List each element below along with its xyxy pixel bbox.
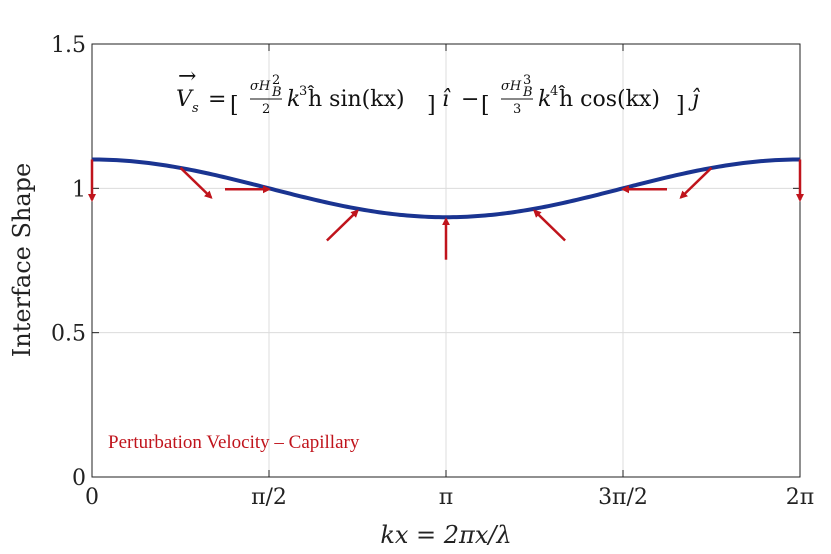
x-tick-label: π [439,485,453,510]
annotation-label: Perturbation Velocity – Capillary [108,432,360,453]
y-axis-title: Interface Shape [8,163,36,358]
x-tick-label: 3π/2 [598,485,648,510]
x-axis-title: kx = 2πx/λ [380,521,511,549]
eq-vector-arrow: → [178,64,196,89]
eq-term1-unit: î [442,87,451,112]
y-tick-label: 1.5 [51,33,86,58]
eq-term2-num: σH [501,79,522,94]
velocity-arrow [179,166,213,199]
velocity-vectors [88,159,804,260]
eq-lhs-sub: s [192,101,199,116]
eq-term1-num-sup: 2 [272,73,280,88]
eq-bracket-close-2: ] [676,93,685,118]
eq-term1-num-sub: B [271,85,282,100]
eq-lhs: V [176,87,194,112]
velocity-arrow [533,209,566,242]
eq-bracket-open-2: [ [481,93,490,118]
velocity-arrow [326,209,359,242]
tick-labels: 0 π/2 π 3π/2 2π 0 0.5 1 1.5 [51,33,814,510]
eq-term1-num: σH [250,79,271,94]
equation: V → s = [ σH 2 B 2 k 3 ĥ sin(kx) ] î − [… [176,64,700,118]
y-tick-label: 0 [72,466,86,491]
eq-term2-num-sup: 3 [523,73,531,88]
x-tick-label: 0 [85,485,99,510]
eq-term1-rest: ĥ sin(kx) [307,85,405,112]
eq-term1-k: k [287,87,300,112]
eq-term2-den: 3 [513,102,521,117]
eq-term1-den: 2 [262,102,270,117]
eq-term1-k-sup: 3 [299,84,307,99]
eq-bracket-open-1: [ [230,93,239,118]
y-tick-label: 1 [72,177,86,202]
eq-term2-unit: ĵ [688,87,700,112]
x-tick-label: π/2 [251,485,287,510]
eq-equals: = [208,87,226,112]
velocity-arrow [679,166,713,199]
eq-term2-k: k [538,87,551,112]
eq-term2-rest: ĥ cos(kx) [558,85,660,112]
eq-minus: − [461,87,479,112]
eq-term2-k-sup: 4 [550,84,558,99]
y-tick-label: 0.5 [51,322,86,347]
eq-bracket-close-1: ] [427,93,436,118]
eq-term2-num-sub: B [522,85,533,100]
x-tick-label: 2π [786,485,814,510]
